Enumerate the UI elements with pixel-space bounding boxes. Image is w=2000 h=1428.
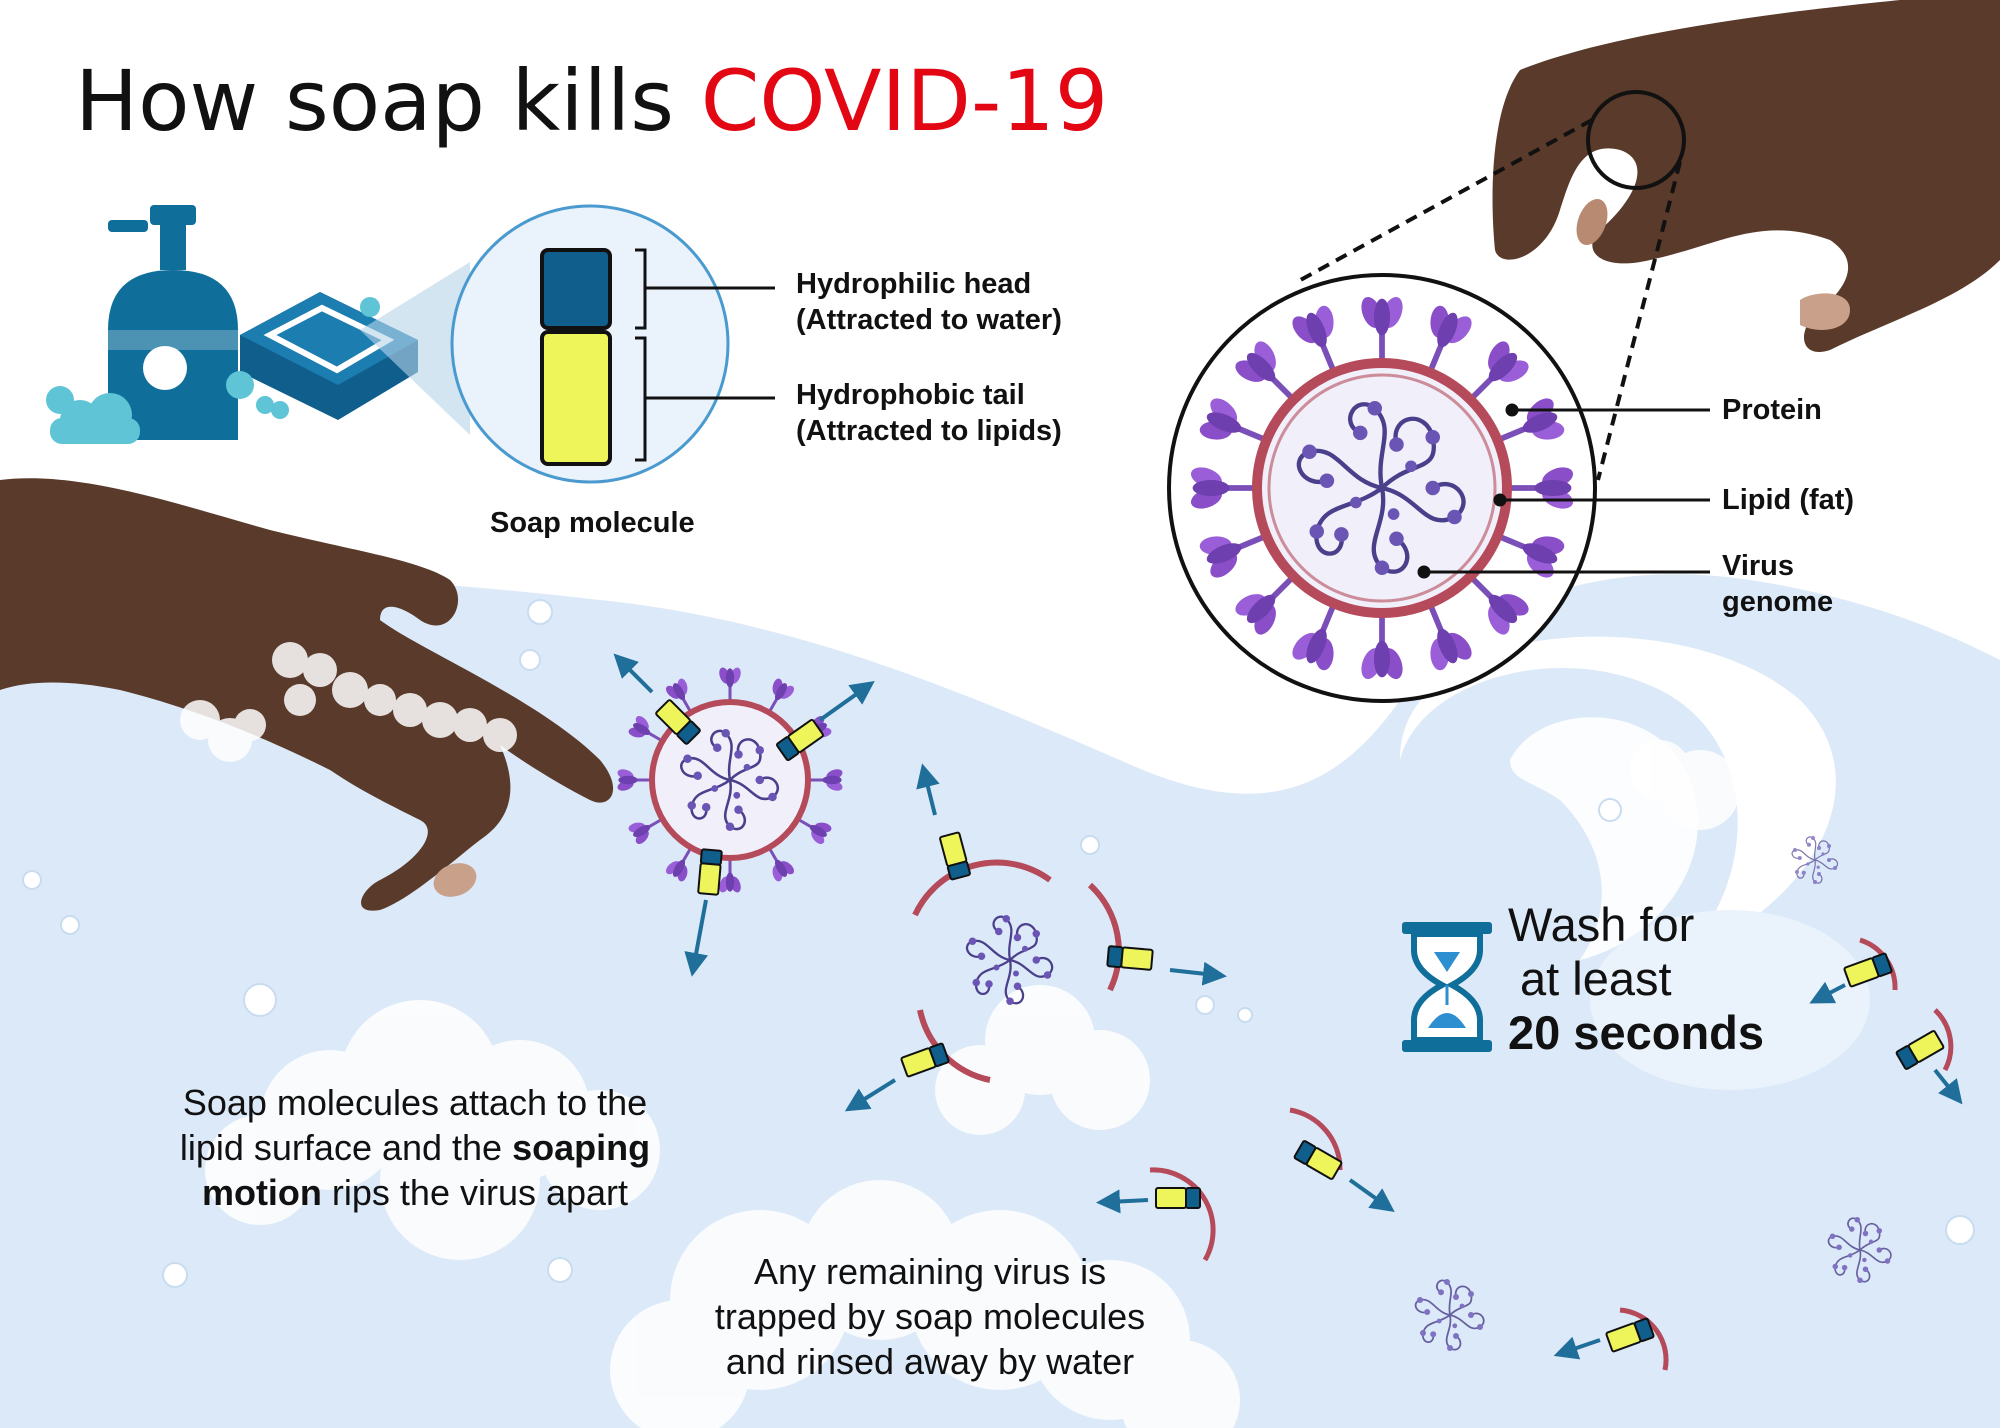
zoom-dash-lines bbox=[1294, 118, 1682, 481]
soap-head bbox=[540, 248, 612, 330]
trapped-fragments bbox=[1096, 835, 1963, 1371]
zoom-circle bbox=[1586, 90, 1686, 190]
rinse-caption-line-2: trapped by soap molecules bbox=[714, 1296, 1146, 1337]
soap-pump-icon bbox=[108, 205, 238, 440]
hand-icon bbox=[1492, 0, 2000, 352]
genome-label-line-1: Virus bbox=[1722, 550, 1795, 582]
soap-tail bbox=[540, 330, 612, 466]
soaping-caption: Soap molecules attach to the lipid surfa… bbox=[130, 1080, 700, 1215]
lipid-label: Lipid (fat) bbox=[1722, 484, 1855, 516]
hourglass-icon bbox=[1402, 922, 1492, 1052]
rinse-caption-line-3: and rinsed away by water bbox=[725, 1341, 1135, 1382]
soap-bar-icon bbox=[240, 292, 418, 420]
virus-fragments bbox=[844, 763, 1227, 1112]
title-highlight: COVID-19 bbox=[700, 52, 1109, 150]
soap-molecule-caption: Soap molecule bbox=[490, 507, 695, 539]
head-label-line-2: (Attracted to water) bbox=[796, 304, 1062, 336]
hand-foam bbox=[180, 642, 517, 762]
wash-duration-note: Wash for at least 20 seconds bbox=[1508, 898, 1764, 1060]
tail-label-line-1: Hydrophobic tail bbox=[796, 379, 1025, 411]
hydrophobic-tail-label: Hydrophobic tail (Attracted to lipids) bbox=[796, 377, 1062, 449]
zoom-cone bbox=[360, 262, 470, 435]
head-label-line-1: Hydrophilic head bbox=[796, 268, 1032, 300]
virus-diagram bbox=[1167, 273, 1597, 703]
genome-label-line-2: genome bbox=[1722, 586, 1834, 618]
soaping-caption-line-2: lipid surface and the soaping bbox=[179, 1127, 651, 1168]
small-bubbles bbox=[22, 599, 1975, 1288]
rinse-caption-line-1: Any remaining virus is bbox=[753, 1251, 1107, 1292]
wash-line-3: 20 seconds bbox=[1508, 1006, 1765, 1059]
wash-line-1: Wash for bbox=[1508, 898, 1695, 951]
wash-line-2: at least bbox=[1520, 952, 1672, 1005]
rinse-caption: Any remaining virus is trapped by soap m… bbox=[680, 1249, 1180, 1384]
protein-label: Protein bbox=[1722, 394, 1822, 426]
page-title: How soap kills COVID-19 bbox=[75, 52, 1108, 150]
virus-label-lines bbox=[1417, 403, 1710, 579]
label-brackets bbox=[635, 248, 775, 462]
soap-foam bbox=[46, 297, 380, 444]
soaping-caption-line-3: motion rips the virus apart bbox=[201, 1172, 629, 1213]
virus-icon bbox=[613, 653, 875, 977]
hydrophilic-head-label: Hydrophilic head (Attracted to water) bbox=[796, 266, 1062, 338]
soaping-caption-line-1: Soap molecules attach to the bbox=[182, 1082, 648, 1123]
title-prefix: How soap kills bbox=[75, 52, 675, 150]
genome-label: Virus genome bbox=[1722, 548, 1833, 620]
bubble-clusters bbox=[205, 740, 1740, 1428]
tail-label-line-2: (Attracted to lipids) bbox=[796, 415, 1062, 447]
